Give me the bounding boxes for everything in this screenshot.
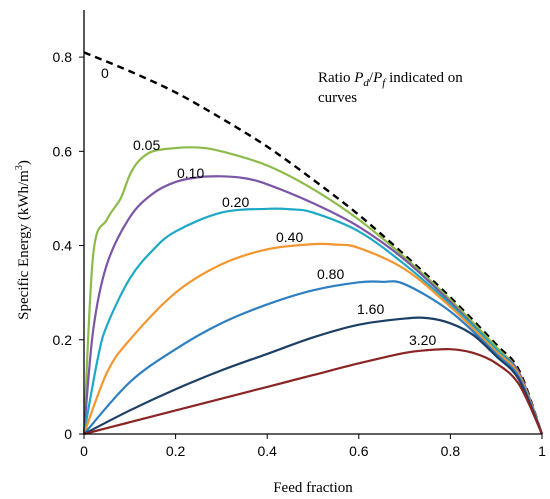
y-tick-label: 0.6 [53,143,73,159]
series-line-0.20 [82,207,544,435]
curve-label-0.05: 0.05 [133,137,160,153]
y-axis-title-close: ) [16,160,32,165]
curve-label-3.20: 3.20 [409,332,436,348]
ratio-note-s1: d [363,77,369,89]
series-line-0 [83,51,544,435]
curve-label-0.40: 0.40 [276,229,303,245]
x-tick-label: 0.8 [441,443,461,459]
curve-label-0: 0 [101,65,109,81]
x-tick-label: 0 [80,443,88,459]
axes-group [83,10,542,435]
curves-group [82,51,544,436]
curve-labels-group: 0 0.05 0.10 0.20 0.40 0.80 1.60 3.20 [101,65,436,348]
series-line-1.60 [83,316,544,435]
ratio-note-p2: P [372,70,382,86]
ratio-note-p1: P [353,70,363,86]
series-line-0.40 [82,242,544,435]
ratio-note-suffix: indicated on [385,70,463,86]
series-line-0.80 [83,280,544,435]
y-axis-title: Specific Energy (kWh/m3) [14,160,32,320]
curve-label-0.10: 0.10 [177,165,204,181]
ratio-note-line2: curves [318,90,357,106]
x-tick-label: 0.4 [257,443,277,459]
y-tick-label: 0.8 [53,49,73,65]
y-tick-label: 0.4 [53,238,73,254]
x-axis-title: Feed fraction [273,480,353,496]
ratio-note-prefix: Ratio [318,70,354,86]
series-line-3.20 [83,347,543,436]
curve-label-0.20: 0.20 [222,194,249,210]
ratio-note-line1: Ratio Pd/Pf indicated on [318,70,463,89]
x-tick-label: 0.6 [349,443,369,459]
curve-label-1.60: 1.60 [357,301,384,317]
ratio-note-slash: / [369,70,374,86]
y-tick-label: 0 [64,426,72,442]
series-line-0.05 [82,146,544,435]
x-tick-label: 1 [538,443,546,459]
y-axis-title-sup: 3 [14,165,25,170]
curve-label-0.80: 0.80 [317,266,344,282]
ratio-note-s2: f [382,77,387,89]
y-axis-title-main: Specific Energy (kWh/m [16,170,32,320]
y-tick-label: 0.2 [53,332,73,348]
x-tick-label: 0.2 [166,443,186,459]
series-line-0.10 [82,175,544,435]
ticks-group: 0 0.2 0.4 0.6 0.8 1 0 0.2 0.4 0.6 0.8 [53,49,547,459]
